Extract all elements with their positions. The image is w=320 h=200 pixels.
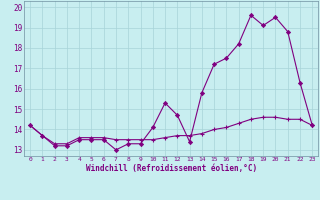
X-axis label: Windchill (Refroidissement éolien,°C): Windchill (Refroidissement éolien,°C): [86, 164, 257, 173]
